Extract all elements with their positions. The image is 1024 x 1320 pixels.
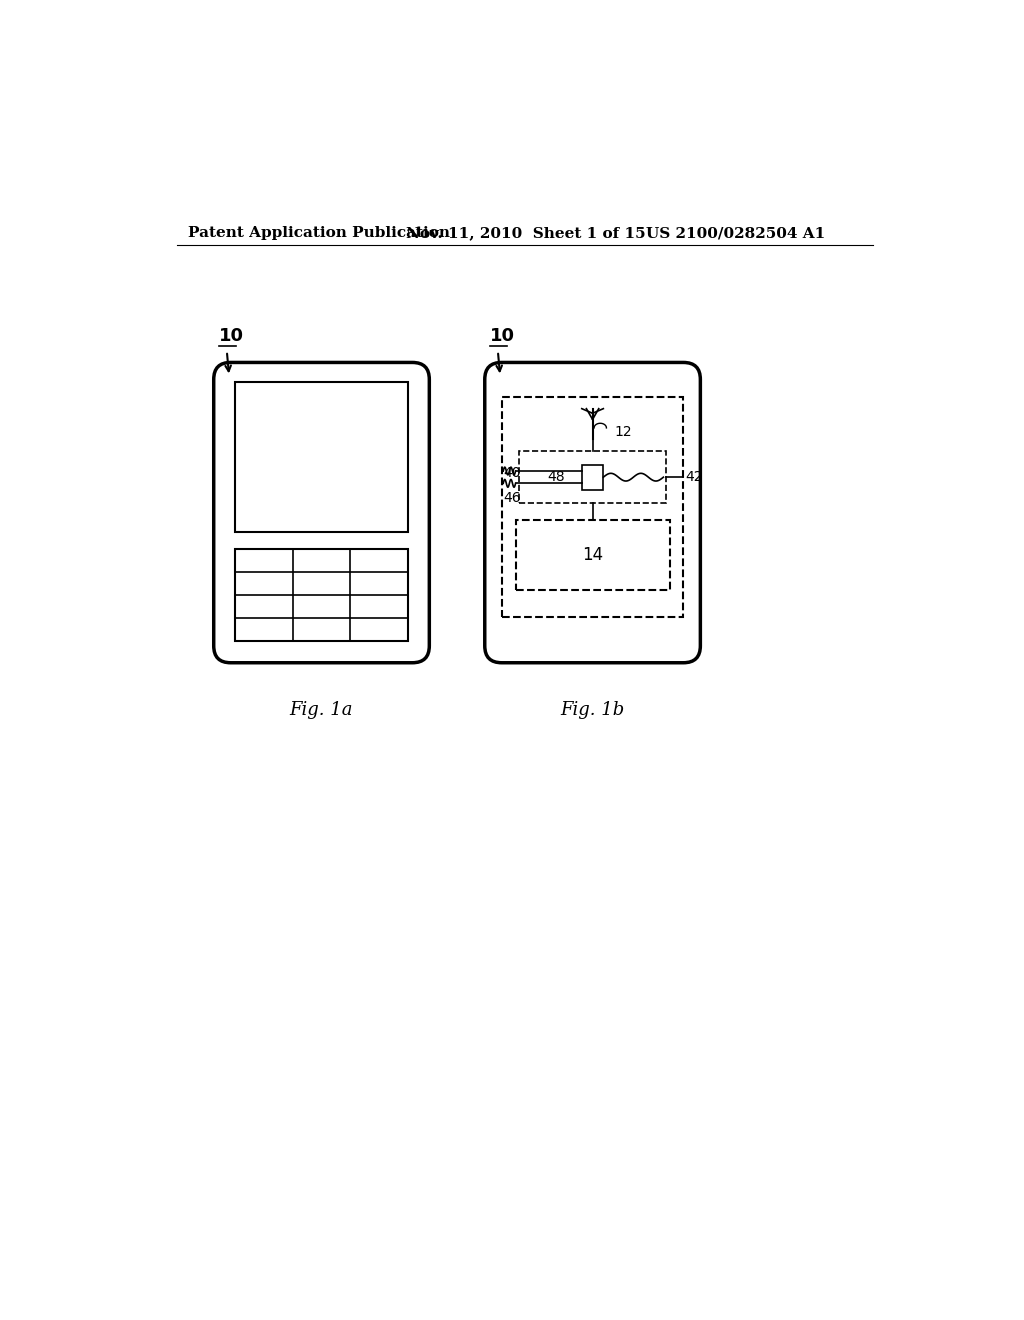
Text: Fig. 1b: Fig. 1b xyxy=(560,701,625,719)
Text: 14: 14 xyxy=(582,546,603,564)
Bar xyxy=(515,520,670,590)
Bar xyxy=(518,451,667,503)
Text: Patent Application Publication: Patent Application Publication xyxy=(188,226,451,240)
Text: 10: 10 xyxy=(490,327,515,345)
Bar xyxy=(236,549,408,642)
Text: Fig. 1a: Fig. 1a xyxy=(290,701,353,719)
Text: 48: 48 xyxy=(547,470,565,484)
Text: 42: 42 xyxy=(686,470,703,484)
Text: 12: 12 xyxy=(614,425,632,438)
Text: 46: 46 xyxy=(503,491,521,506)
Text: 10: 10 xyxy=(219,327,244,345)
Bar xyxy=(236,381,408,532)
Text: Nov. 11, 2010  Sheet 1 of 15: Nov. 11, 2010 Sheet 1 of 15 xyxy=(407,226,646,240)
Text: US 2100/0282504 A1: US 2100/0282504 A1 xyxy=(646,226,825,240)
Bar xyxy=(502,397,683,616)
Text: 40: 40 xyxy=(503,466,521,480)
Bar xyxy=(582,465,603,490)
